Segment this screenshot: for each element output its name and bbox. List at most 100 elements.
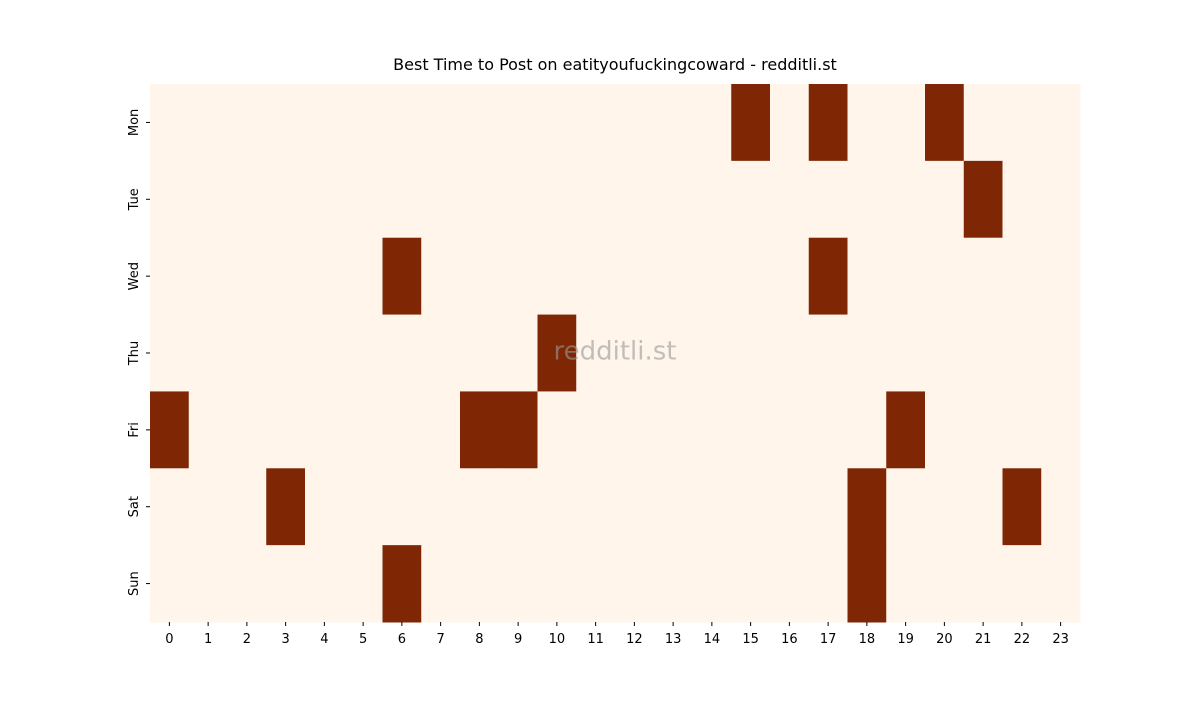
cell bbox=[266, 468, 306, 546]
cell bbox=[731, 545, 771, 623]
cell bbox=[498, 391, 538, 469]
cell bbox=[305, 160, 345, 239]
cell bbox=[421, 237, 461, 316]
cell bbox=[615, 545, 655, 623]
cell bbox=[150, 391, 190, 469]
cell bbox=[770, 391, 810, 469]
cell bbox=[343, 160, 383, 239]
cell bbox=[421, 314, 461, 392]
cell bbox=[692, 237, 732, 316]
cell bbox=[576, 314, 616, 392]
cell bbox=[266, 160, 306, 239]
cell bbox=[343, 391, 383, 469]
cell bbox=[886, 545, 926, 623]
cell bbox=[460, 237, 500, 316]
cell bbox=[498, 314, 538, 392]
cell bbox=[382, 84, 422, 162]
cell bbox=[150, 545, 190, 623]
cell bbox=[305, 391, 345, 469]
heatmap bbox=[150, 84, 1081, 623]
cell bbox=[925, 545, 965, 623]
cell bbox=[266, 84, 306, 162]
x-tick-label: 0 bbox=[165, 632, 173, 647]
cell bbox=[925, 391, 965, 469]
cell bbox=[227, 545, 267, 623]
x-tick-label: 21 bbox=[975, 632, 992, 647]
cell bbox=[1002, 84, 1042, 162]
cell bbox=[537, 468, 577, 546]
cell bbox=[188, 314, 228, 392]
cell bbox=[615, 314, 655, 392]
cell bbox=[847, 160, 887, 239]
cell bbox=[731, 314, 771, 392]
cell bbox=[421, 468, 461, 546]
cell bbox=[925, 160, 965, 239]
cell bbox=[808, 237, 848, 316]
cell bbox=[537, 314, 577, 392]
cell bbox=[498, 468, 538, 546]
cell bbox=[421, 391, 461, 469]
cell bbox=[421, 545, 461, 623]
cell bbox=[382, 468, 422, 546]
cell bbox=[770, 237, 810, 316]
cell bbox=[808, 160, 848, 239]
cell bbox=[266, 391, 306, 469]
cell bbox=[770, 160, 810, 239]
cell bbox=[847, 391, 887, 469]
cell bbox=[382, 237, 422, 316]
cell bbox=[343, 314, 383, 392]
cell bbox=[808, 391, 848, 469]
cell bbox=[692, 391, 732, 469]
cell bbox=[770, 84, 810, 162]
cell bbox=[692, 160, 732, 239]
cell bbox=[1002, 314, 1042, 392]
x-tick-label: 10 bbox=[549, 632, 566, 647]
cell bbox=[1041, 391, 1081, 469]
cell bbox=[150, 237, 190, 316]
cell bbox=[382, 545, 422, 623]
x-tick-label: 4 bbox=[320, 632, 328, 647]
cell bbox=[305, 545, 345, 623]
cell bbox=[692, 545, 732, 623]
cell bbox=[421, 160, 461, 239]
cell bbox=[305, 84, 345, 162]
cell bbox=[963, 160, 1003, 239]
cell bbox=[150, 84, 190, 162]
cell bbox=[770, 468, 810, 546]
cell bbox=[731, 84, 771, 162]
cell bbox=[1041, 468, 1081, 546]
cell bbox=[1041, 314, 1081, 392]
cell bbox=[653, 160, 693, 239]
x-tick-label: 19 bbox=[897, 632, 914, 647]
cell bbox=[1002, 468, 1042, 546]
x-tick-label: 5 bbox=[359, 632, 367, 647]
cell bbox=[770, 314, 810, 392]
cell bbox=[692, 84, 732, 162]
x-tick-label: 14 bbox=[704, 632, 721, 647]
y-tick-label: Thu bbox=[127, 341, 142, 366]
x-tick-label: 20 bbox=[936, 632, 953, 647]
cell bbox=[615, 160, 655, 239]
cell bbox=[1002, 237, 1042, 316]
cell bbox=[537, 545, 577, 623]
cell bbox=[1041, 160, 1081, 239]
cell bbox=[343, 237, 383, 316]
cell bbox=[1041, 545, 1081, 623]
x-tick-label: 12 bbox=[626, 632, 643, 647]
cell bbox=[305, 468, 345, 546]
cell bbox=[925, 237, 965, 316]
cell bbox=[188, 160, 228, 239]
cell bbox=[343, 468, 383, 546]
cell bbox=[963, 237, 1003, 316]
x-tick-label: 15 bbox=[742, 632, 759, 647]
cell bbox=[421, 84, 461, 162]
cell bbox=[692, 314, 732, 392]
cell bbox=[227, 237, 267, 316]
cell bbox=[653, 468, 693, 546]
cell bbox=[886, 391, 926, 469]
x-tick-label: 11 bbox=[587, 632, 604, 647]
cell bbox=[498, 545, 538, 623]
cell bbox=[576, 237, 616, 316]
cell bbox=[731, 237, 771, 316]
